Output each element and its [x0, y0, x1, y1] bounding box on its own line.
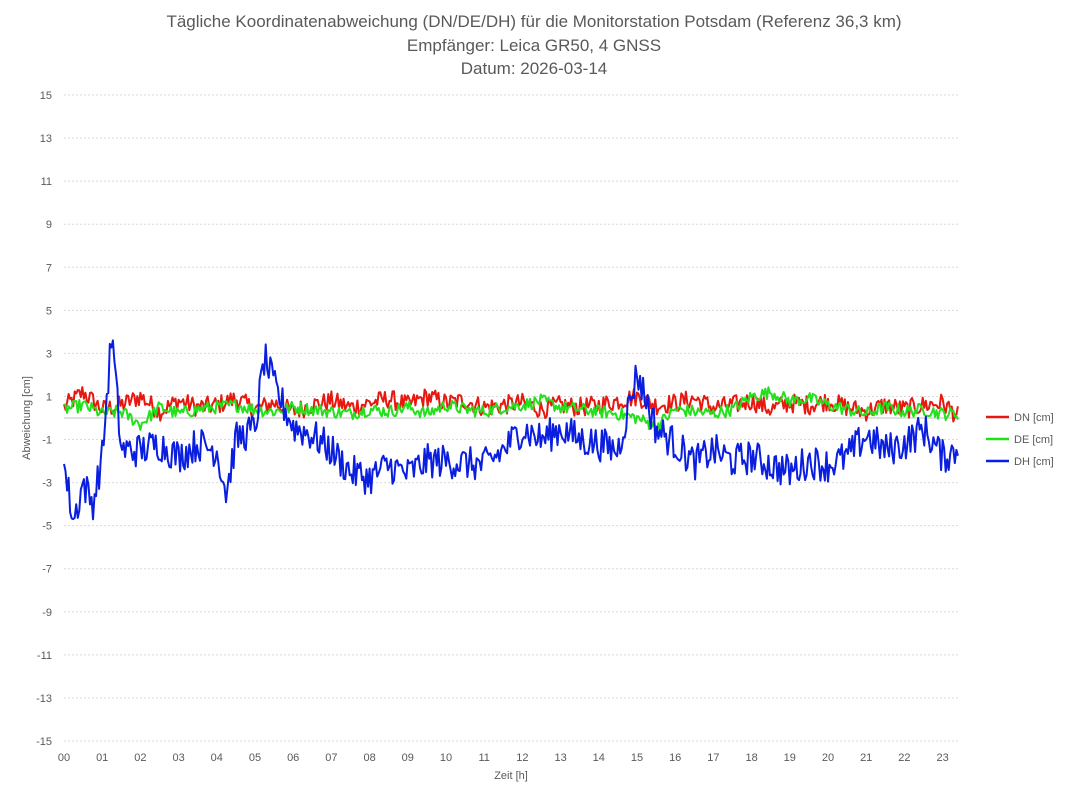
legend: DN [cm] DE [cm] DH [cm]: [986, 412, 1054, 468]
y-tick-label: 1: [46, 391, 52, 403]
x-axis-ticks: 00 01 02 03 04 05 06 07 08 09 10 11 12 13 14 15 16 17 18 19…: [58, 752, 949, 764]
y-tick-label: 11: [41, 176, 52, 188]
x-tick-label: 20: [822, 752, 834, 764]
x-tick-label: 07: [325, 752, 337, 764]
y-tick-label: -5: [42, 521, 52, 533]
x-tick-label: 17: [707, 752, 719, 764]
x-tick-label: 16: [669, 752, 681, 764]
chart-title-line-3: Datum: 2026-03-14: [460, 59, 608, 78]
series-line-2: [63, 339, 959, 521]
x-tick-label: 00: [58, 752, 70, 764]
x-tick-label: 23: [936, 752, 948, 764]
x-tick-label: 12: [516, 752, 528, 764]
y-tick-label: -15: [36, 736, 52, 748]
y-tick-label: 9: [46, 219, 52, 231]
series-line-1: [63, 386, 959, 433]
x-tick-label: 08: [363, 752, 375, 764]
x-tick-label: 05: [249, 752, 261, 764]
grid-lines: [64, 94, 960, 742]
x-tick-label: 02: [134, 752, 146, 764]
chart-title-line-2: Empfänger: Leica GR50, 4 GNSS: [406, 36, 662, 55]
x-tick-label: 09: [402, 752, 414, 764]
x-tick-label: 01: [96, 752, 108, 764]
legend-label: DH [cm]: [1014, 456, 1054, 468]
y-tick-label: -7: [42, 564, 52, 576]
y-tick-label: 3: [46, 348, 52, 360]
legend-label: DE [cm]: [1014, 434, 1053, 446]
chart-title-line-1: Tägliche Koordinatenabweichung (DN/DE/DH…: [166, 12, 902, 31]
y-tick-label: -1: [42, 435, 52, 447]
x-tick-label: 04: [211, 752, 223, 764]
x-tick-label: 13: [554, 752, 566, 764]
legend-label: DN [cm]: [1014, 412, 1054, 424]
x-tick-label: 11: [478, 752, 489, 764]
x-tick-label: 03: [172, 752, 184, 764]
y-axis-label: Abweichung [cm]: [21, 376, 33, 460]
x-tick-label: 15: [631, 752, 643, 764]
x-tick-label: 14: [593, 752, 605, 764]
y-tick-label: 7: [46, 262, 52, 274]
y-tick-label: -3: [42, 478, 52, 490]
y-tick-label: 15: [40, 90, 52, 102]
series-group: [63, 339, 959, 521]
x-tick-label: 18: [745, 752, 757, 764]
y-tick-label: -13: [36, 693, 52, 705]
x-tick-label: 10: [440, 752, 452, 764]
x-tick-label: 22: [898, 752, 910, 764]
y-tick-label: 5: [46, 305, 52, 317]
x-tick-label: 21: [860, 752, 872, 764]
x-tick-label: 19: [784, 752, 796, 764]
y-tick-label: -11: [37, 650, 52, 662]
x-axis-label: Zeit [h]: [494, 770, 528, 782]
y-tick-label: 13: [40, 133, 52, 145]
y-tick-label: -9: [42, 607, 52, 619]
y-axis-ticks: 15 13 11 9 7 5 3 1 -1 -3 -5 -7 -9 -11 -13 -15: [36, 90, 52, 748]
x-tick-label: 06: [287, 752, 299, 764]
series-line-0: [63, 386, 959, 423]
